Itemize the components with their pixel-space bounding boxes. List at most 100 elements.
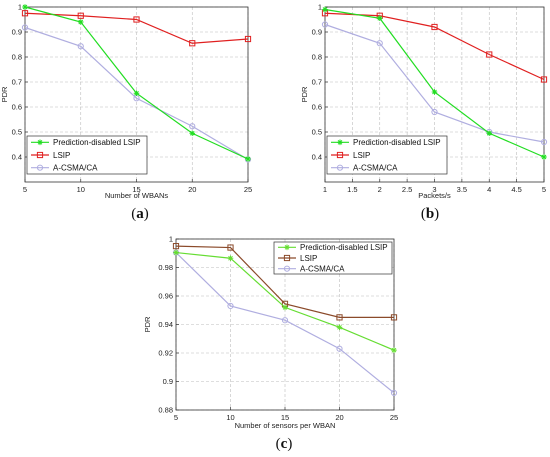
xtick-label-b-7: 4.5 bbox=[511, 185, 521, 194]
legend-marker-b-1 bbox=[336, 151, 344, 159]
data-point-a-1-1 bbox=[77, 12, 84, 19]
xtick-label-c-2: 15 bbox=[281, 413, 289, 422]
data-point-a-0-1 bbox=[77, 19, 84, 25]
ytick-label-c-4: 0.96 bbox=[158, 292, 173, 301]
ytick-label-c-3: 0.94 bbox=[158, 320, 173, 329]
legend-label-a-1: LSIP bbox=[53, 151, 70, 160]
legend-label-c-0: Prediction-disabled LSIP bbox=[300, 243, 388, 252]
ytick-label-b-6: 1 bbox=[318, 3, 322, 12]
ytick-label-b-2: 0.6 bbox=[312, 103, 322, 112]
data-point-c-0-1 bbox=[227, 255, 234, 262]
series-line-b-2 bbox=[324, 23, 545, 143]
data-point-b-2-4 bbox=[540, 138, 548, 146]
xtick-label-b-1: 1.5 bbox=[347, 185, 357, 194]
data-point-b-2-2 bbox=[431, 108, 438, 116]
legend-label-c-1: LSIP bbox=[300, 254, 317, 263]
xtick-label-a-1: 10 bbox=[77, 185, 85, 194]
xtick-label-b-4: 3 bbox=[432, 185, 436, 194]
data-point-a-1-0 bbox=[21, 10, 29, 17]
data-point-c-1-3 bbox=[336, 314, 343, 321]
data-point-a-2-1 bbox=[77, 43, 84, 50]
xtick-label-b-0: 1 bbox=[323, 185, 327, 194]
data-point-b-0-4 bbox=[541, 154, 547, 160]
ytick-label-a-1: 0.5 bbox=[12, 128, 22, 137]
data-point-b-0-3 bbox=[486, 130, 493, 137]
data-point-c-2-1 bbox=[227, 302, 234, 310]
x-axis-label-c: Number of sensors per WBAN bbox=[235, 421, 336, 430]
x-axis-label-b: Packets/s bbox=[418, 191, 451, 200]
ytick-label-c-6: 1 bbox=[169, 235, 173, 244]
ytick-label-b-4: 0.8 bbox=[312, 53, 322, 62]
xtick-label-a-4: 25 bbox=[244, 185, 252, 194]
data-point-c-2-2 bbox=[281, 317, 289, 324]
data-point-a-0-4 bbox=[245, 156, 251, 162]
ytick-label-a-2: 0.6 bbox=[12, 103, 22, 112]
xtick-label-b-2: 2 bbox=[378, 185, 382, 194]
xtick-label-b-8: 5 bbox=[542, 185, 546, 194]
legend-label-a-2: A-CSMA/CA bbox=[53, 163, 98, 172]
legend-marker-a-2 bbox=[36, 164, 44, 171]
xtick-label-a-2: 15 bbox=[132, 185, 140, 194]
data-point-c-1-1 bbox=[227, 244, 234, 251]
x-axis-label-a: Number of WBANs bbox=[105, 191, 169, 200]
series-line-a-1 bbox=[24, 12, 249, 44]
data-point-c-0-2 bbox=[282, 304, 288, 311]
legend-marker-a-0 bbox=[37, 139, 43, 146]
data-point-c-0-4 bbox=[391, 347, 397, 353]
data-point-b-1-4 bbox=[540, 76, 548, 83]
legend-marker-b-2 bbox=[336, 164, 344, 171]
legend-label-a-0: Prediction-disabled LSIP bbox=[53, 138, 141, 147]
ytick-label-b-3: 0.7 bbox=[312, 78, 322, 87]
y-axis-label-a: PDR bbox=[0, 86, 9, 102]
data-point-b-2-1 bbox=[376, 40, 383, 47]
ytick-label-a-5: 0.9 bbox=[12, 28, 22, 37]
legend-marker-c-1 bbox=[283, 254, 291, 262]
data-point-b-1-2 bbox=[431, 23, 438, 31]
data-point-a-2-3 bbox=[189, 123, 196, 130]
legend-marker-c-0 bbox=[284, 244, 290, 251]
legend-label-b-2: A-CSMA/CA bbox=[353, 163, 398, 172]
data-point-c-1-0 bbox=[172, 243, 180, 250]
data-point-c-1-4 bbox=[390, 314, 398, 321]
panel-b-chart: 1 1.5 2 2.5 3 3.5 4 4.5 5 0.4 0.5 0.6 0.7 0.8 0.9 1 Pack… bbox=[300, 3, 548, 200]
ytick-label-a-0: 0.4 bbox=[12, 153, 22, 162]
legend-marker-a-1 bbox=[36, 151, 44, 159]
legend-label-b-0: Prediction-disabled LSIP bbox=[353, 138, 441, 147]
ytick-label-c-1: 0.9 bbox=[163, 377, 173, 386]
series-line-c-2 bbox=[175, 252, 395, 394]
ytick-label-b-0: 0.4 bbox=[312, 153, 322, 162]
data-point-a-0-0 bbox=[22, 4, 28, 10]
data-point-a-1-3 bbox=[189, 40, 196, 47]
ytick-label-c-5: 0.98 bbox=[158, 263, 173, 272]
data-point-c-2-3 bbox=[336, 345, 343, 352]
data-point-c-0-3 bbox=[336, 324, 343, 331]
xtick-label-c-3: 20 bbox=[335, 413, 343, 422]
ytick-label-a-4: 0.8 bbox=[12, 53, 22, 62]
legend-marker-b-0 bbox=[337, 139, 343, 146]
ytick-label-a-6: 1 bbox=[18, 3, 22, 12]
y-axis-label-b: PDR bbox=[300, 86, 309, 102]
data-point-a-0-3 bbox=[189, 130, 196, 137]
ytick-label-c-0: 0.88 bbox=[158, 406, 173, 415]
xtick-label-b-5: 3.5 bbox=[457, 185, 467, 194]
caption-b: (b) bbox=[421, 206, 439, 222]
legend-marker-c-2 bbox=[283, 265, 291, 272]
data-point-c-0-0 bbox=[173, 249, 179, 256]
series-line-c-1 bbox=[175, 245, 394, 318]
panel-a-chart: 5 10 15 20 25 0.4 0.5 0.6 0.7 0.8 0.9 1 Number of WB… bbox=[0, 3, 252, 201]
data-point-b-0-1 bbox=[376, 15, 383, 22]
caption-c: (c) bbox=[276, 436, 293, 452]
xtick-label-c-4: 25 bbox=[390, 413, 398, 422]
xtick-label-c-0: 5 bbox=[174, 413, 178, 422]
legend-label-b-1: LSIP bbox=[353, 151, 370, 160]
legend-label-c-2: A-CSMA/CA bbox=[300, 264, 345, 273]
data-point-b-2-0 bbox=[321, 21, 329, 28]
ytick-label-a-3: 0.7 bbox=[12, 78, 22, 87]
y-axis-label-c: PDR bbox=[143, 316, 152, 332]
xtick-label-a-0: 5 bbox=[23, 185, 27, 194]
data-point-a-1-4 bbox=[244, 35, 252, 43]
xtick-label-a-3: 20 bbox=[188, 185, 196, 194]
data-point-c-2-4 bbox=[390, 389, 398, 396]
caption-a: (a) bbox=[131, 206, 149, 222]
